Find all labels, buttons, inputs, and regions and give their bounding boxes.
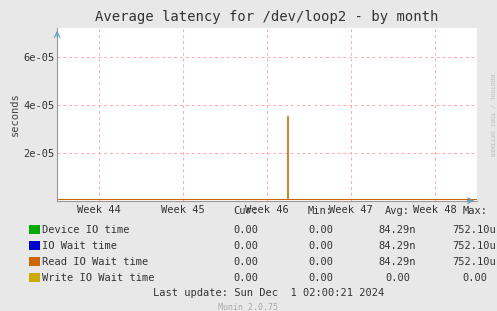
Text: 0.00: 0.00: [308, 273, 333, 283]
Text: 0.00: 0.00: [308, 257, 333, 267]
Text: Cur:: Cur:: [234, 206, 258, 216]
Text: 0.00: 0.00: [234, 273, 258, 283]
Text: 84.29n: 84.29n: [379, 257, 416, 267]
Text: RRDTOOL / TOBI OETIKER: RRDTOOL / TOBI OETIKER: [490, 74, 495, 156]
Text: 0.00: 0.00: [234, 241, 258, 251]
Text: 0.00: 0.00: [462, 273, 487, 283]
Text: Avg:: Avg:: [385, 206, 410, 216]
Y-axis label: seconds: seconds: [10, 92, 20, 136]
Text: Min:: Min:: [308, 206, 333, 216]
Text: 0.00: 0.00: [234, 257, 258, 267]
Text: Device IO time: Device IO time: [42, 225, 130, 235]
Text: 84.29n: 84.29n: [379, 225, 416, 235]
Text: 0.00: 0.00: [234, 225, 258, 235]
Text: Munin 2.0.75: Munin 2.0.75: [219, 303, 278, 311]
Text: 752.10u: 752.10u: [453, 257, 497, 267]
Text: IO Wait time: IO Wait time: [42, 241, 117, 251]
Text: 0.00: 0.00: [308, 225, 333, 235]
Text: Write IO Wait time: Write IO Wait time: [42, 273, 155, 283]
Text: Read IO Wait time: Read IO Wait time: [42, 257, 149, 267]
Text: Last update: Sun Dec  1 02:00:21 2024: Last update: Sun Dec 1 02:00:21 2024: [153, 288, 384, 298]
Text: Max:: Max:: [462, 206, 487, 216]
Text: 752.10u: 752.10u: [453, 241, 497, 251]
Text: 0.00: 0.00: [308, 241, 333, 251]
Title: Average latency for /dev/loop2 - by month: Average latency for /dev/loop2 - by mont…: [95, 10, 439, 24]
Text: 752.10u: 752.10u: [453, 225, 497, 235]
Text: 0.00: 0.00: [385, 273, 410, 283]
Text: 84.29n: 84.29n: [379, 241, 416, 251]
